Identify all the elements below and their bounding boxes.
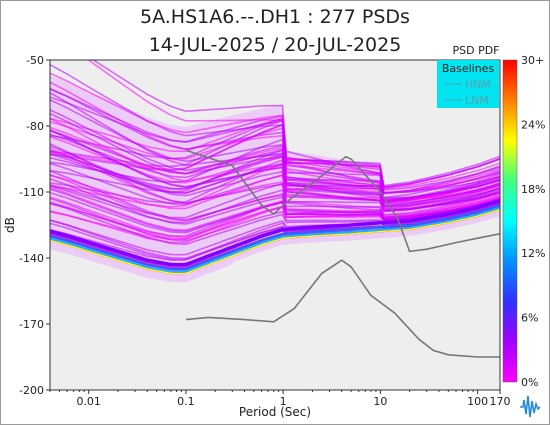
colorbar-label: 0% <box>521 376 538 389</box>
psd-trace <box>50 185 500 224</box>
psd-density-cloud <box>50 60 500 283</box>
x-tick-label: 100 <box>467 395 488 408</box>
x-tick-label: 170 <box>490 395 511 408</box>
psd-trace <box>50 119 500 187</box>
y-tick-label: -140 <box>19 252 44 265</box>
x-axis-label: Period (Sec) <box>239 405 311 419</box>
psd-trace <box>50 128 500 212</box>
y-axis: -200 -170 -140 -110 -80 -50 <box>19 54 50 397</box>
plot-border <box>49 59 501 391</box>
colorbar-label: 12% <box>521 247 545 260</box>
colorbar-label: 30+ <box>521 54 544 67</box>
baselines-legend[interactable]: Baselines HNM LNM <box>437 60 499 108</box>
x-tick-label: 0.01 <box>76 395 101 408</box>
psd-trace <box>50 96 500 191</box>
legend-title: Baselines <box>442 62 495 75</box>
y-tick-label: -110 <box>19 186 44 199</box>
waveform-logo-icon <box>518 394 542 420</box>
psd-trace <box>50 138 500 195</box>
density-core-band <box>50 206 500 273</box>
lnm-baseline <box>185 259 500 358</box>
x-tick-label: 10 <box>373 395 387 408</box>
y-tick-label: -50 <box>26 54 44 67</box>
y-tick-label: -80 <box>26 120 44 133</box>
psd-trace <box>50 173 500 210</box>
psd-trace <box>50 143 500 218</box>
psd-trace <box>50 202 500 256</box>
mode-curve <box>50 208 500 275</box>
psd-trace <box>50 153 500 203</box>
noise-model-curves <box>185 149 500 358</box>
colorbar-title: PSD PDF <box>452 44 499 57</box>
psd-trace <box>50 148 500 199</box>
legend-item-hnm: HNM <box>465 78 491 91</box>
y-axis-label: dB <box>3 217 17 233</box>
psd-trace <box>50 126 500 203</box>
colorbar-label: 24% <box>521 118 545 131</box>
density-core-band <box>50 199 500 267</box>
x-tick-label: 0.1 <box>177 395 195 408</box>
psd-trace <box>50 99 500 205</box>
legend-item-lnm: LNM <box>465 94 489 107</box>
colorbar-label: 18% <box>521 183 545 196</box>
colorbar <box>502 59 518 383</box>
colorbar-label: 6% <box>521 312 538 325</box>
psd-trace <box>92 60 500 194</box>
hnm-baseline <box>185 149 500 253</box>
x-axis: 0.01 0.1 1 10 100 170 <box>49 390 511 408</box>
y-tick-label: -170 <box>19 318 44 331</box>
x-tick-label: 1 <box>280 395 287 408</box>
chart-subtitle: 14-JUL-2025 / 20-JUL-2025 <box>148 34 402 56</box>
density-core-band <box>50 203 500 271</box>
psd-trace <box>50 72 500 194</box>
y-tick-label: -200 <box>19 384 44 397</box>
chart-title: 5A.HS1A6.--.DH1 : 277 PSDs <box>140 6 410 28</box>
colorbar-labels: 30+ 24% 18% 12% 6% 0% <box>521 54 545 389</box>
